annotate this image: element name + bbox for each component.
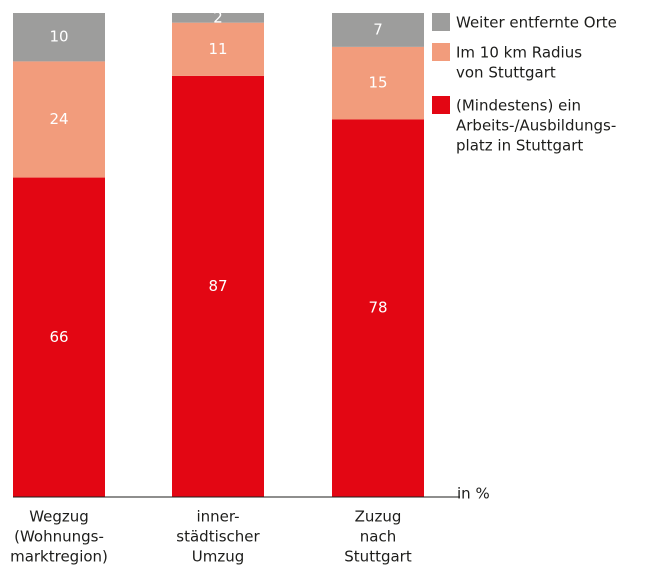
x-tick-label: marktregion): [10, 548, 108, 566]
legend-label: (Mindestens) ein: [456, 97, 581, 115]
bar-segment: [13, 61, 105, 178]
bar-segment: [332, 119, 424, 497]
bar-segment: [172, 22, 264, 76]
legend-label: von Stuttgart: [456, 64, 556, 82]
unit-label: in %: [457, 485, 490, 503]
bar-segment: [332, 13, 424, 47]
bar-segment: [13, 177, 105, 497]
x-tick-label: Umzug: [192, 548, 245, 566]
legend-swatch: [432, 13, 450, 31]
value-label: 87: [208, 277, 227, 295]
x-tick-label: Wegzug: [29, 508, 89, 526]
x-tick-label: Zuzug: [355, 508, 402, 526]
x-tick-label: städtischer: [176, 528, 260, 546]
value-label: 24: [49, 110, 68, 128]
value-label: 11: [208, 40, 227, 58]
x-tick-label: nach: [360, 528, 396, 546]
bar-segment: [172, 13, 264, 23]
value-label: 15: [368, 74, 387, 92]
legend-label: platz in Stuttgart: [456, 137, 583, 155]
value-label: 2: [213, 9, 223, 27]
legend-label: Weiter entfernte Orte: [456, 14, 617, 32]
value-label: 78: [368, 299, 387, 317]
x-tick-label: Stuttgart: [344, 548, 412, 566]
legend-swatch: [432, 96, 450, 114]
legend-label: Arbeits-/Ausbildungs-: [456, 117, 616, 135]
value-label: 10: [49, 28, 68, 46]
x-tick-label: (Wohnungs-: [14, 528, 104, 546]
bar-segment: [332, 46, 424, 120]
legend-label: Im 10 km Radius: [456, 44, 582, 62]
bar-segment: [13, 13, 105, 62]
legend-swatch: [432, 43, 450, 61]
value-label: 66: [49, 328, 68, 346]
bar-segment: [172, 75, 264, 498]
value-label: 7: [373, 20, 383, 38]
x-tick-label: inner-: [196, 508, 239, 526]
